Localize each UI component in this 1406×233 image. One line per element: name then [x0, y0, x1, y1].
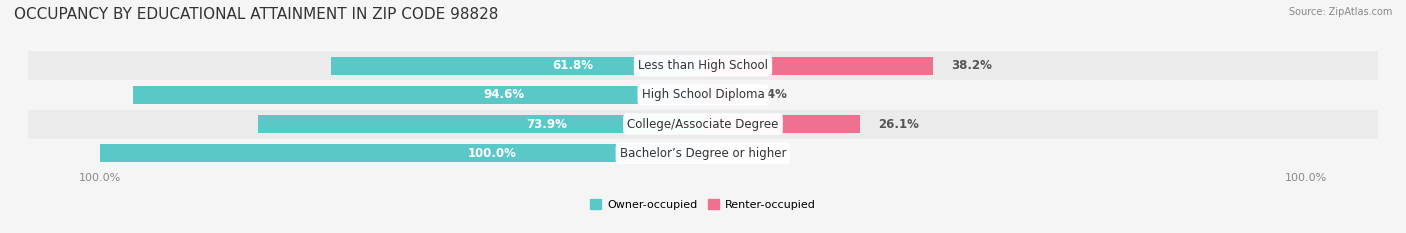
Text: 94.6%: 94.6%	[482, 89, 524, 101]
Bar	[28, 80, 1378, 110]
Text: College/Associate Degree: College/Associate Degree	[627, 118, 779, 130]
Text: High School Diploma: High School Diploma	[641, 89, 765, 101]
Text: Source: ZipAtlas.com: Source: ZipAtlas.com	[1288, 7, 1392, 17]
Text: 38.2%: 38.2%	[952, 59, 993, 72]
Bar	[257, 115, 703, 133]
Bar	[28, 110, 1378, 139]
Text: 61.8%: 61.8%	[553, 59, 593, 72]
Text: 100.0%: 100.0%	[1285, 173, 1327, 183]
Bar	[703, 57, 934, 75]
Text: 26.1%: 26.1%	[879, 118, 920, 130]
Bar	[330, 57, 703, 75]
Bar	[703, 86, 735, 104]
Bar	[28, 51, 1378, 80]
Text: 5.4%: 5.4%	[754, 89, 786, 101]
Legend: Owner-occupied, Renter-occupied: Owner-occupied, Renter-occupied	[586, 195, 820, 215]
Text: Bachelor’s Degree or higher: Bachelor’s Degree or higher	[620, 147, 786, 160]
Text: Less than High School: Less than High School	[638, 59, 768, 72]
Bar	[28, 139, 1378, 168]
Text: OCCUPANCY BY EDUCATIONAL ATTAINMENT IN ZIP CODE 98828: OCCUPANCY BY EDUCATIONAL ATTAINMENT IN Z…	[14, 7, 499, 22]
Text: 0.0%: 0.0%	[721, 147, 754, 160]
Text: 100.0%: 100.0%	[468, 147, 516, 160]
Text: 100.0%: 100.0%	[79, 173, 121, 183]
Text: 73.9%: 73.9%	[527, 118, 568, 130]
Bar	[703, 115, 860, 133]
Bar	[134, 86, 703, 104]
Bar	[100, 144, 703, 162]
